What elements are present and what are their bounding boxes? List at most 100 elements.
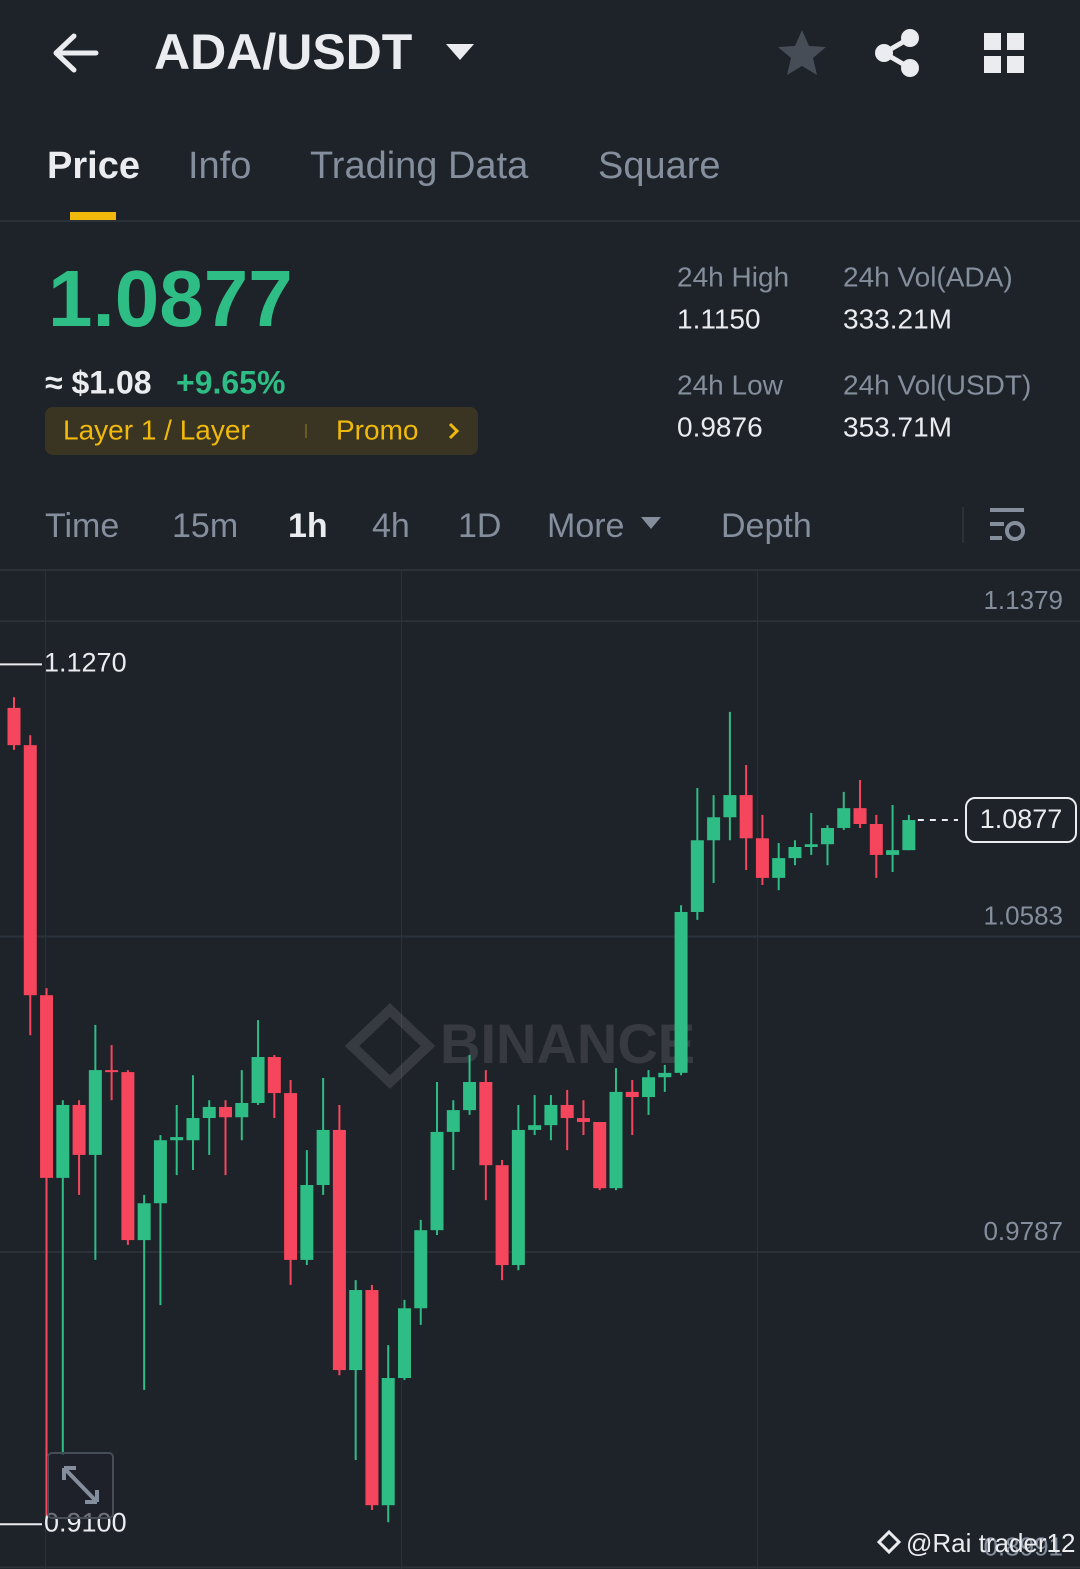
candle-body <box>365 1290 379 1506</box>
candle-body <box>576 1118 590 1123</box>
last-price-label: 1.0877 <box>980 804 1063 834</box>
candle-body <box>886 850 900 855</box>
tab-square[interactable]: Square <box>598 145 721 187</box>
stat-value: 1.1150 <box>677 303 761 334</box>
y-tick-label: 0.9787 <box>983 1216 1063 1246</box>
stat-value: 333.21M <box>843 303 952 334</box>
share-button[interactable] <box>875 29 919 77</box>
candle-body <box>202 1106 216 1119</box>
candle-body <box>511 1129 525 1266</box>
candle-body <box>853 808 867 825</box>
expand-icon <box>62 1466 99 1504</box>
candle-body <box>186 1118 200 1141</box>
candle-body <box>121 1072 135 1241</box>
interval[interactable]: 4h <box>372 507 410 545</box>
user-logo <box>876 1529 902 1555</box>
y-tick-label: 1.1379 <box>983 585 1063 615</box>
candle-body <box>105 1070 119 1073</box>
depth-tab[interactable]: Depth <box>721 507 812 545</box>
candle-body <box>495 1165 509 1266</box>
candle-body <box>837 808 851 828</box>
candle-body <box>642 1077 656 1098</box>
candle-body <box>300 1185 314 1260</box>
candle-body <box>625 1091 639 1098</box>
candle-body <box>739 795 753 839</box>
stat-value: 0.9876 <box>677 411 763 442</box>
last-price: 1.0877 <box>48 254 293 343</box>
tab-price[interactable]: Price <box>47 145 140 187</box>
share-lines <box>882 35 912 71</box>
tag-box[interactable] <box>45 407 478 455</box>
candle-body <box>690 840 704 912</box>
grid-cell <box>1007 33 1024 50</box>
candle-body <box>609 1091 623 1189</box>
candle-body <box>381 1377 395 1506</box>
candle-body <box>707 817 721 841</box>
grid-cell <box>1007 56 1024 73</box>
extreme-label: 1.1270 <box>44 647 127 677</box>
v-grid-line <box>401 571 402 1569</box>
y-tick-label: 1.0583 <box>983 900 1063 930</box>
candle-body <box>772 858 786 878</box>
candle-body <box>593 1122 607 1189</box>
stat-label: 24h Vol(USDT) <box>843 369 1031 400</box>
grid-menu[interactable] <box>984 33 1024 73</box>
promo-label[interactable]: Promo <box>336 414 418 445</box>
interval-more[interactable]: More <box>547 507 624 545</box>
candle-body <box>40 995 54 1178</box>
candle-body <box>902 820 916 851</box>
v-grid-line <box>757 571 758 1569</box>
tab-trading-data[interactable]: Trading Data <box>310 145 529 187</box>
stat-label: 24h High <box>677 261 789 292</box>
candle-body <box>251 1057 265 1103</box>
settings-gear <box>1005 521 1025 541</box>
tag-label[interactable]: Layer 1 / Layer <box>63 414 250 445</box>
settings-lines <box>990 508 1024 540</box>
last-price-box <box>965 797 1077 844</box>
tab-info[interactable]: Info <box>188 145 251 187</box>
candle-body <box>137 1203 151 1241</box>
brand-text: BINANCE <box>440 1012 695 1075</box>
divider <box>0 220 1080 222</box>
candle-body <box>869 824 883 855</box>
candle-body <box>446 1110 460 1132</box>
user-watermark: @Rai trader12 <box>906 1528 1075 1558</box>
candle-body <box>430 1131 444 1231</box>
stat-value: 353.71M <box>843 411 952 442</box>
interval[interactable]: Time <box>45 507 119 545</box>
candle-body <box>788 846 802 859</box>
candle-body <box>463 1081 477 1111</box>
y-tick-label: 0.8991 <box>983 1531 1063 1561</box>
candle-body <box>153 1140 167 1204</box>
candle-body <box>674 911 688 1073</box>
candle-body <box>332 1129 346 1371</box>
candlestick-chart: BINANCE 1.1379 1.0583 0.9787 0.8991 1.0877 1.… <box>0 571 1080 1569</box>
candle-body <box>219 1106 233 1118</box>
candle-body <box>804 844 818 847</box>
candle-body <box>235 1102 249 1118</box>
candle-body <box>658 1072 672 1078</box>
candle-body <box>56 1104 70 1178</box>
tab-indicator <box>70 212 116 220</box>
grid-cell <box>984 56 1001 73</box>
separator <box>962 507 964 543</box>
candle-body <box>528 1125 542 1130</box>
favorite-star[interactable] <box>778 30 826 75</box>
candle-body <box>284 1093 298 1260</box>
interval[interactable]: 1D <box>458 507 501 545</box>
candle-body <box>397 1308 411 1378</box>
usd-price: ≈ $1.08 <box>45 364 152 400</box>
tag-separator <box>305 424 307 438</box>
pair-dropdown[interactable] <box>446 44 474 60</box>
candle-body <box>560 1104 574 1119</box>
candle-body <box>88 1070 102 1155</box>
interval-selected[interactable]: 1h <box>288 507 328 545</box>
chart-settings[interactable] <box>990 508 1025 541</box>
interval[interactable]: 15m <box>172 507 238 545</box>
price-change: +9.65% <box>176 364 285 400</box>
back-button[interactable] <box>53 33 99 73</box>
candle-body <box>349 1290 363 1371</box>
pair-title[interactable]: ADA/USDT <box>154 24 412 80</box>
